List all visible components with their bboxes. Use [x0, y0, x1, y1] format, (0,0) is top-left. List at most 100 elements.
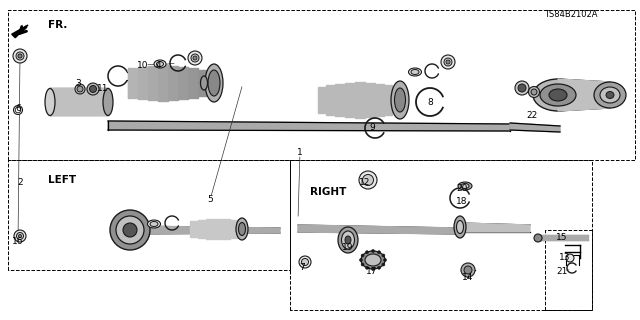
Circle shape — [382, 254, 385, 257]
Polygon shape — [108, 121, 510, 131]
Polygon shape — [222, 219, 230, 239]
Ellipse shape — [13, 106, 22, 115]
Circle shape — [360, 259, 362, 261]
Text: 5: 5 — [207, 196, 213, 204]
Polygon shape — [190, 221, 198, 237]
Text: 12: 12 — [359, 178, 371, 187]
Text: 18: 18 — [456, 197, 468, 206]
Circle shape — [191, 54, 199, 62]
Text: TS84B2102A: TS84B2102A — [545, 10, 598, 19]
Polygon shape — [198, 220, 206, 238]
Polygon shape — [345, 83, 355, 117]
Polygon shape — [128, 68, 138, 98]
Polygon shape — [138, 67, 148, 99]
Text: 11: 11 — [97, 84, 109, 92]
Circle shape — [518, 84, 526, 92]
Text: 16: 16 — [12, 237, 24, 246]
Circle shape — [441, 55, 455, 69]
Circle shape — [464, 266, 472, 274]
Circle shape — [365, 251, 369, 254]
Polygon shape — [214, 219, 222, 239]
Circle shape — [87, 83, 99, 95]
Text: 9: 9 — [369, 123, 375, 132]
Polygon shape — [318, 87, 326, 113]
Polygon shape — [538, 235, 588, 240]
Polygon shape — [148, 66, 158, 100]
Polygon shape — [460, 223, 530, 232]
Circle shape — [188, 51, 202, 65]
Polygon shape — [12, 25, 28, 38]
Ellipse shape — [600, 87, 620, 103]
Ellipse shape — [236, 218, 248, 240]
Circle shape — [566, 254, 574, 262]
Ellipse shape — [103, 89, 113, 116]
Text: 3: 3 — [75, 78, 81, 87]
Text: 20: 20 — [456, 183, 468, 193]
Polygon shape — [298, 225, 460, 234]
Polygon shape — [326, 85, 335, 115]
Text: 6: 6 — [15, 103, 21, 113]
Ellipse shape — [549, 89, 567, 101]
Polygon shape — [510, 123, 560, 132]
Polygon shape — [375, 84, 384, 116]
Ellipse shape — [394, 88, 406, 112]
Polygon shape — [335, 84, 345, 116]
Circle shape — [77, 86, 83, 92]
Circle shape — [193, 56, 197, 60]
Circle shape — [515, 81, 529, 95]
Polygon shape — [198, 70, 206, 96]
Text: 7: 7 — [299, 263, 305, 273]
Circle shape — [361, 254, 364, 257]
Text: 2: 2 — [17, 178, 23, 187]
Circle shape — [110, 210, 150, 250]
Ellipse shape — [606, 92, 614, 99]
Circle shape — [13, 49, 27, 63]
Polygon shape — [355, 82, 365, 118]
Circle shape — [17, 233, 24, 239]
Circle shape — [362, 174, 374, 186]
Ellipse shape — [157, 61, 163, 67]
Ellipse shape — [594, 82, 626, 108]
Circle shape — [383, 259, 387, 261]
Text: 8: 8 — [427, 98, 433, 107]
Polygon shape — [230, 220, 237, 238]
Ellipse shape — [461, 183, 469, 188]
Circle shape — [531, 89, 537, 95]
Text: 17: 17 — [366, 268, 378, 276]
Ellipse shape — [342, 231, 355, 249]
Ellipse shape — [15, 107, 20, 113]
Ellipse shape — [338, 227, 358, 253]
Polygon shape — [130, 226, 280, 234]
Text: 1: 1 — [297, 148, 303, 156]
Text: 21: 21 — [556, 268, 568, 276]
Ellipse shape — [45, 89, 55, 116]
Ellipse shape — [391, 81, 409, 119]
Circle shape — [19, 235, 22, 237]
Text: RIGHT: RIGHT — [310, 187, 346, 197]
Ellipse shape — [361, 251, 385, 269]
Circle shape — [18, 54, 22, 58]
Circle shape — [301, 259, 308, 266]
Circle shape — [534, 234, 542, 242]
Ellipse shape — [205, 64, 223, 102]
Polygon shape — [188, 68, 198, 98]
Ellipse shape — [345, 236, 351, 244]
Ellipse shape — [154, 60, 166, 68]
Text: 13: 13 — [559, 253, 571, 262]
Polygon shape — [178, 67, 188, 99]
Ellipse shape — [239, 222, 246, 236]
Text: 15: 15 — [556, 234, 568, 243]
Ellipse shape — [200, 76, 207, 90]
Polygon shape — [558, 79, 610, 111]
Circle shape — [529, 86, 540, 98]
Circle shape — [371, 250, 374, 252]
Circle shape — [116, 216, 144, 244]
Circle shape — [299, 256, 311, 268]
Circle shape — [371, 268, 374, 270]
Polygon shape — [206, 219, 214, 239]
Ellipse shape — [533, 79, 583, 111]
Circle shape — [378, 266, 381, 269]
Ellipse shape — [456, 220, 463, 234]
Circle shape — [361, 263, 364, 266]
Text: 10: 10 — [137, 60, 148, 69]
